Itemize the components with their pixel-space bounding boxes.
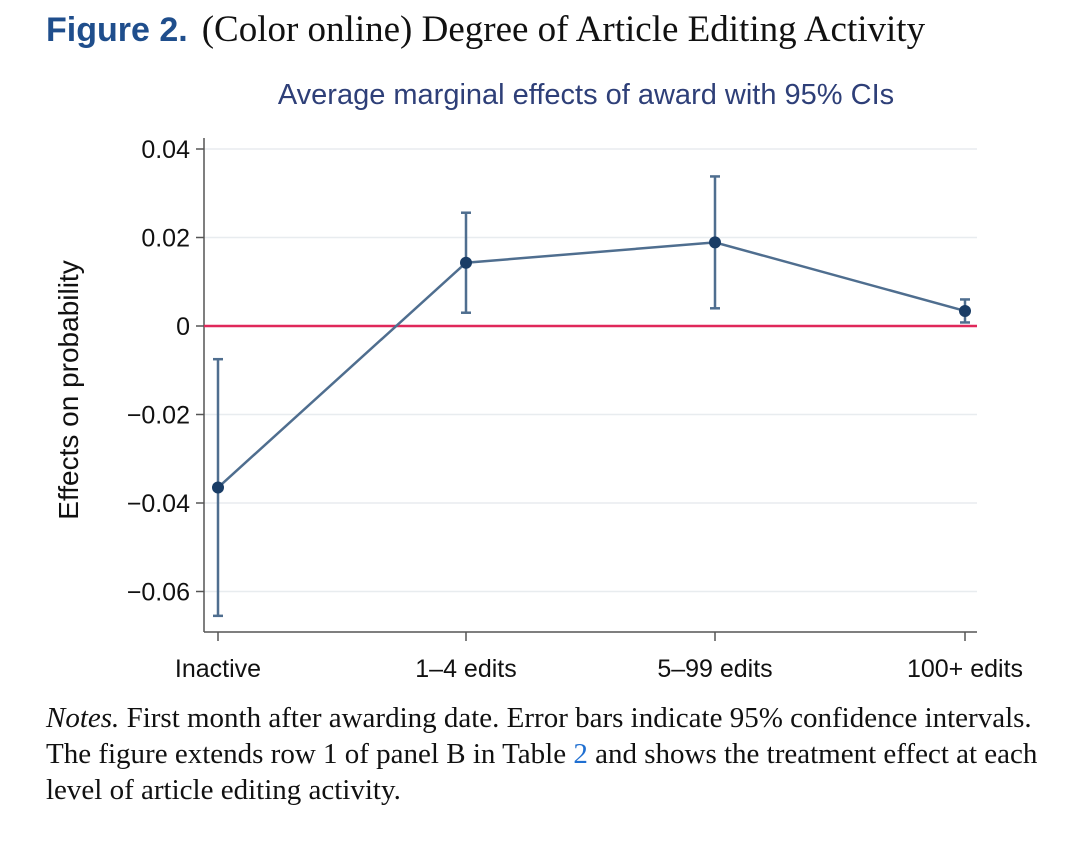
data-point bbox=[959, 304, 971, 317]
x-tick-label: 100+ edits bbox=[907, 655, 1023, 683]
plot-area bbox=[204, 138, 977, 632]
table-reference-link[interactable]: 2 bbox=[573, 738, 588, 770]
notes-label: Notes. bbox=[46, 702, 120, 734]
data-point bbox=[709, 236, 721, 249]
notes-text-before: First month after awarding date. Error b… bbox=[46, 702, 1032, 770]
y-tick-label: 0.04 bbox=[141, 136, 190, 164]
figure-title: (Color online) Degree of Article Editing… bbox=[201, 9, 926, 50]
x-tick-label: 1–4 edits bbox=[415, 655, 516, 683]
figure-heading: Figure 2. (Color online) Degree of Artic… bbox=[46, 8, 925, 51]
y-tick-label: −0.06 bbox=[127, 579, 190, 607]
y-tick-label: 0.02 bbox=[141, 225, 190, 253]
y-tick-label: −0.04 bbox=[127, 490, 190, 518]
figure-notes: Notes. First month after awarding date. … bbox=[46, 700, 1056, 808]
data-point bbox=[212, 481, 224, 494]
series-line bbox=[217, 241, 966, 489]
x-tick-label: Inactive bbox=[175, 655, 261, 683]
figure-label: Figure 2. bbox=[46, 11, 188, 49]
y-tick-label: 0 bbox=[176, 313, 190, 341]
chart-title: Average marginal effects of award with 9… bbox=[278, 79, 894, 111]
y-axis-label: Effects on probability bbox=[53, 260, 84, 519]
x-tick-label: 5–99 edits bbox=[657, 655, 772, 683]
notes-text-after: and shows the treatment effect at each l… bbox=[46, 738, 1038, 806]
y-tick-label: −0.02 bbox=[127, 402, 190, 430]
data-point bbox=[460, 256, 472, 269]
chart: Average marginal effects of award with 9… bbox=[53, 79, 1023, 683]
